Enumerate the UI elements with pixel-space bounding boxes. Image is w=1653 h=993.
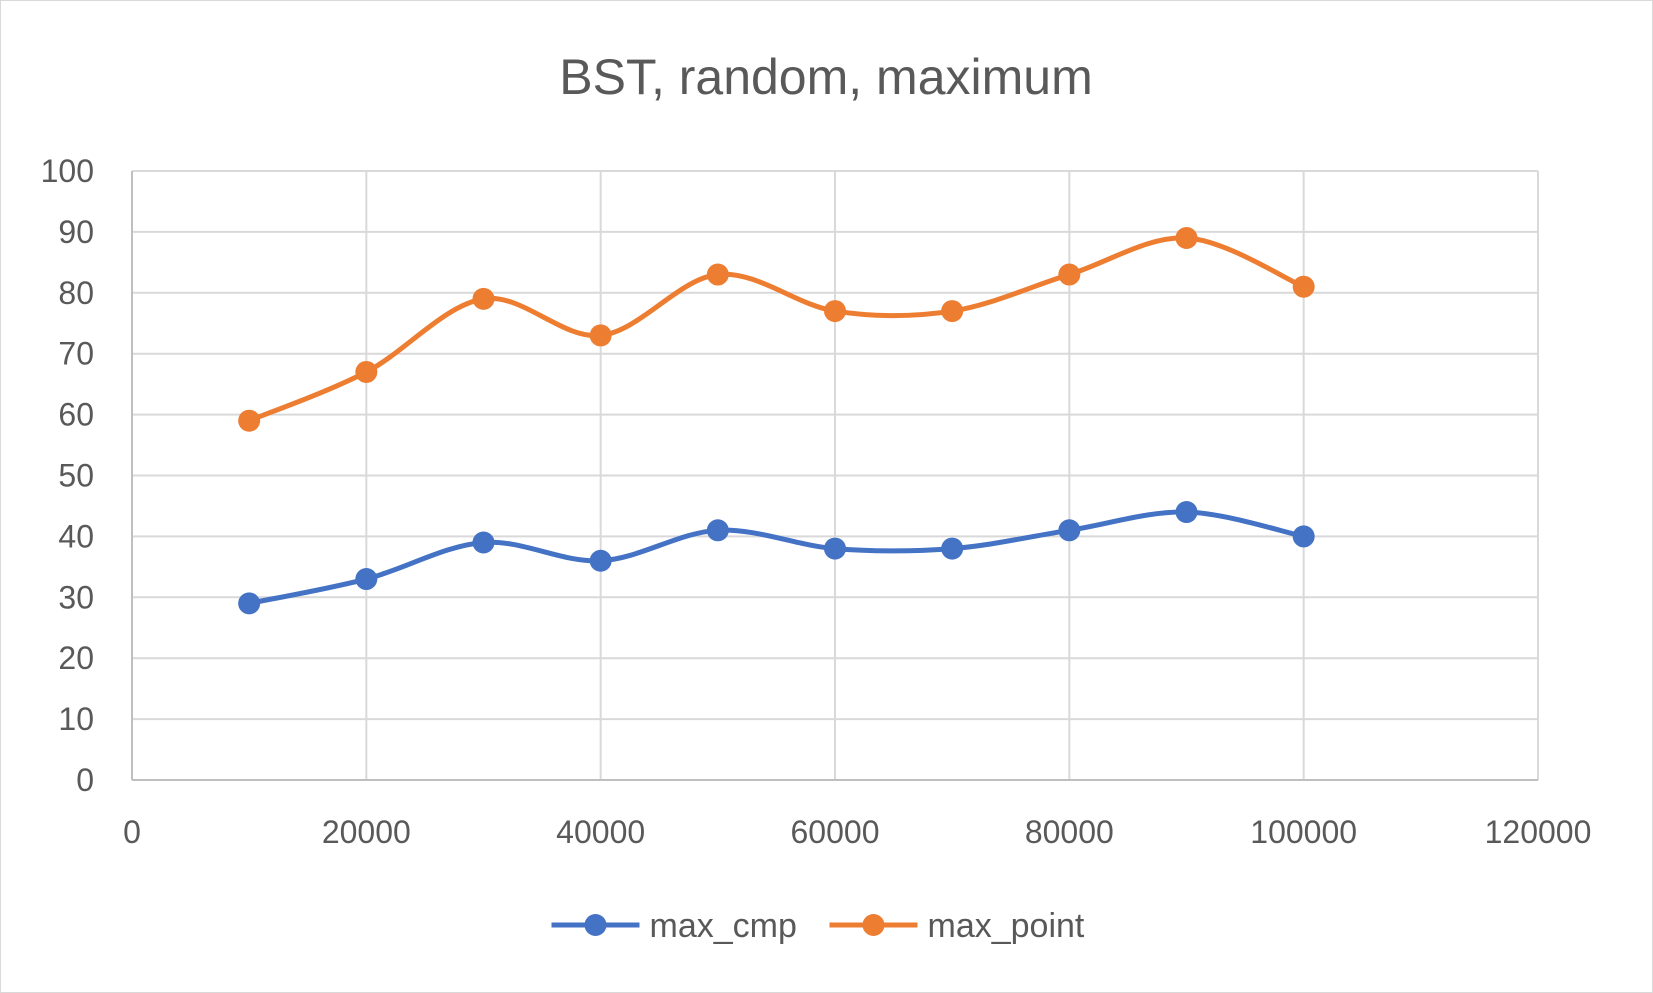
- y-tick-label: 60: [58, 397, 94, 433]
- grid-layer: [132, 170, 1539, 780]
- data-point: [355, 360, 378, 383]
- legend-swatch-marker: [862, 914, 885, 936]
- x-tick-label: 80000: [1025, 814, 1114, 850]
- y-tick-label: 90: [58, 214, 94, 250]
- legend-swatch-marker: [584, 914, 607, 936]
- y-tick-label: 20: [58, 640, 94, 676]
- legend-item-max_cmp: max_cmp: [551, 907, 797, 945]
- data-point: [941, 537, 964, 560]
- data-point: [824, 300, 846, 323]
- series-line: [246, 509, 1307, 606]
- y-tick-label: 30: [58, 579, 94, 615]
- data-point: [706, 263, 729, 286]
- legend-label: max_cmp: [650, 907, 797, 945]
- data-point: [589, 324, 612, 347]
- data-point: [238, 592, 261, 615]
- y-tick-label: 100: [41, 153, 94, 189]
- series-line: [246, 235, 1307, 424]
- data-point: [1058, 263, 1081, 286]
- y-tick-label: 0: [76, 762, 94, 798]
- y-tick-label: 10: [58, 701, 94, 737]
- chart-title: BST, random, maximum: [559, 49, 1092, 105]
- data-point: [1175, 226, 1198, 249]
- x-tick-label: 40000: [556, 814, 645, 850]
- data-point: [1175, 501, 1198, 524]
- series-layer: [238, 226, 1315, 615]
- data-point: [1058, 519, 1081, 542]
- data-point: [472, 531, 495, 554]
- x-tick-label: 20000: [322, 814, 411, 850]
- series-max_cmp: [238, 501, 1315, 615]
- axis-layer: 0 10 20 30 40 50 60 70 80 90 100 0 20000 40000 60000 80…: [41, 153, 1592, 850]
- data-point: [589, 549, 612, 572]
- x-tick-label: 100000: [1250, 814, 1357, 850]
- data-point: [355, 568, 378, 591]
- y-tick-label: 40: [58, 518, 94, 554]
- data-point: [824, 537, 846, 560]
- data-point: [1292, 525, 1315, 548]
- data-point: [472, 287, 495, 310]
- x-tick-label: 120000: [1485, 814, 1592, 850]
- x-tick-label: 60000: [791, 814, 880, 850]
- data-point: [1292, 275, 1315, 298]
- y-tick-label: 50: [58, 458, 94, 494]
- data-point: [941, 300, 964, 323]
- x-tick-label: 0: [123, 814, 141, 850]
- y-tick-label: 80: [58, 275, 94, 311]
- data-point: [238, 409, 261, 432]
- data-point: [706, 519, 729, 542]
- y-tick-label: 70: [58, 336, 94, 372]
- legend-item-max_point: max_point: [829, 907, 1085, 945]
- legend: max_cmp max_point: [551, 907, 1085, 945]
- series-max_point: [238, 226, 1315, 432]
- legend-label: max_point: [928, 907, 1085, 945]
